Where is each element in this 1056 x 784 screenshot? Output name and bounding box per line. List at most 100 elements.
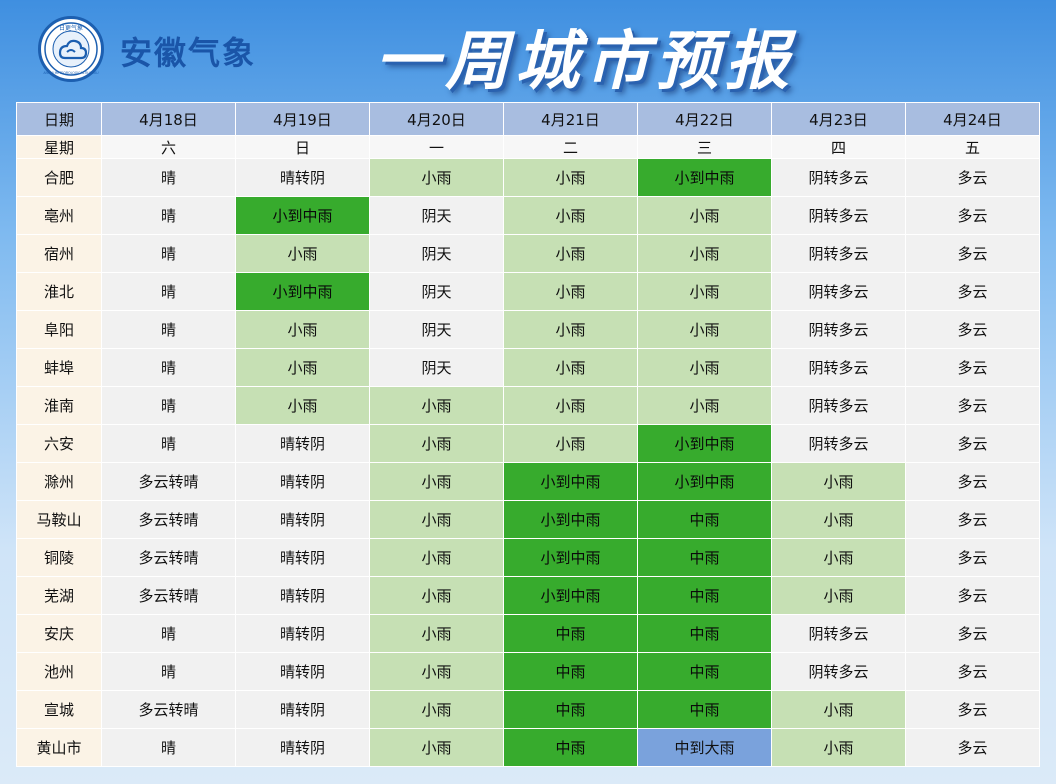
forecast-cell: 晴 [101,310,236,349]
table-row: 宿州晴小雨 阴天 小雨 小雨 阴转多云 多云 [16,234,1040,273]
forecast-cell: 阴转多云 [771,196,906,235]
city-name: 黄山市 [16,728,102,767]
forecast-cell: 小雨 [369,652,504,691]
forecast-cell: 小雨 [369,500,504,539]
forecast-cell: 晴 [101,158,236,197]
city-name: 蚌埠 [16,348,102,387]
forecast-cell: 小到中雨 [637,462,772,501]
forecast-cell: 多云 [905,652,1040,691]
forecast-cell: 小雨 [637,234,772,273]
city-name: 滁州 [16,462,102,501]
date-header: 4月24日 [905,102,1040,136]
table-row: 芜湖 多云转晴 晴转阴 小雨 小到中雨 中雨 小雨 多云 [16,576,1040,615]
bureau-logo: 日更气象 ANHUI METEOROLOGICAL BUREAU [38,16,104,82]
forecast-cell: 多云转晴 [101,576,236,615]
city-name: 阜阳 [16,310,102,349]
weekday-cell: 四 [771,135,906,159]
svg-text:日更气象: 日更气象 [59,24,83,32]
forecast-cell: 小到中雨 [637,158,772,197]
table-row: 铜陵 多云转晴 晴转阴 小雨 小到中雨 中雨 小雨 多云 [16,538,1040,577]
table-row: 安庆晴晴转阴 小雨 中雨 中雨 阴转多云 多云 [16,614,1040,653]
forecast-cell: 阴转多云 [771,158,906,197]
forecast-cell: 小雨 [503,310,638,349]
forecast-cell: 多云 [905,196,1040,235]
forecast-cell: 多云 [905,424,1040,463]
forecast-cell: 中雨 [637,538,772,577]
forecast-cell: 阴转多云 [771,348,906,387]
city-name: 六安 [16,424,102,463]
cloud-emblem-icon: 日更气象 ANHUI METEOROLOGICAL BUREAU [43,22,99,76]
forecast-cell: 小雨 [503,272,638,311]
forecast-cell: 中雨 [637,652,772,691]
forecast-cell: 多云转晴 [101,538,236,577]
forecast-cell: 晴 [101,728,236,767]
forecast-cell: 晴转阴 [235,614,370,653]
forecast-cell: 小雨 [637,196,772,235]
forecast-cell: 多云 [905,158,1040,197]
city-name: 宣城 [16,690,102,729]
forecast-cell: 阴转多云 [771,424,906,463]
forecast-cell: 小雨 [637,310,772,349]
city-name: 芜湖 [16,576,102,615]
table-row: 六安晴晴转阴 小雨 小雨 小到中雨 阴转多云 多云 [16,424,1040,463]
forecast-cell: 小雨 [771,690,906,729]
forecast-cell: 晴转阴 [235,576,370,615]
table-row: 淮南晴小雨 小雨 小雨 小雨 阴转多云 多云 [16,386,1040,425]
forecast-cell: 小到中雨 [637,424,772,463]
weekday-cell: 一 [369,135,504,159]
forecast-cell: 晴 [101,196,236,235]
forecast-cell: 多云 [905,614,1040,653]
forecast-cell: 小雨 [369,538,504,577]
forecast-cell: 晴 [101,652,236,691]
org-name: 安徽气象 [120,34,257,72]
forecast-cell: 小雨 [369,462,504,501]
forecast-cell: 中雨 [503,728,638,767]
forecast-cell: 中雨 [637,500,772,539]
forecast-cell: 阴转多云 [771,234,906,273]
table-row: 合肥晴晴转阴 小雨 小雨 小到中雨 阴转多云 多云 [16,158,1040,197]
forecast-cell: 阴转多云 [771,386,906,425]
date-header-row: 日期 4月18日 4月19日 4月20日 4月21日 4月22日 4月23日 4… [16,102,1040,136]
forecast-cell: 小雨 [771,462,906,501]
forecast-cell: 晴 [101,424,236,463]
table-row: 亳州晴小到中雨 阴天 小雨 小雨 阴转多云 多云 [16,196,1040,235]
forecast-cell: 晴 [101,348,236,387]
weekday-cell: 二 [503,135,638,159]
forecast-cell: 中雨 [503,652,638,691]
forecast-cell: 小雨 [503,424,638,463]
forecast-cell: 小雨 [503,234,638,273]
forecast-cell: 小雨 [771,500,906,539]
forecast-cell: 晴转阴 [235,652,370,691]
table-row: 阜阳晴小雨 阴天 小雨 小雨 阴转多云 多云 [16,310,1040,349]
week-label: 星期 [16,135,102,159]
date-header: 4月21日 [503,102,638,136]
city-name: 池州 [16,652,102,691]
forecast-cell: 多云 [905,348,1040,387]
forecast-cell: 小雨 [771,576,906,615]
forecast-cell: 晴转阴 [235,538,370,577]
forecast-cell: 阴天 [369,196,504,235]
forecast-cell: 阴天 [369,348,504,387]
forecast-cell: 多云 [905,462,1040,501]
forecast-cell: 多云转晴 [101,690,236,729]
forecast-cell: 晴 [101,272,236,311]
forecast-cell: 小雨 [369,690,504,729]
forecast-cell: 小雨 [771,728,906,767]
forecast-cell: 晴转阴 [235,690,370,729]
forecast-cell: 多云转晴 [101,462,236,501]
table-row: 宣城 多云转晴 晴转阴 小雨 中雨 中雨 小雨 多云 [16,690,1040,729]
city-name: 马鞍山 [16,500,102,539]
date-label: 日期 [16,102,102,136]
weekday-cell: 三 [637,135,772,159]
forecast-cell: 小雨 [369,576,504,615]
weekday-cell: 日 [235,135,370,159]
forecast-cell: 中雨 [503,690,638,729]
forecast-cell: 小到中雨 [235,272,370,311]
table-row: 池州晴晴转阴 小雨 中雨 中雨 阴转多云 多云 [16,652,1040,691]
date-header: 4月23日 [771,102,906,136]
header: 日更气象 ANHUI METEOROLOGICAL BUREAU 安徽气象 一周… [0,0,1056,100]
forecast-cell: 晴转阴 [235,462,370,501]
forecast-cell: 中雨 [503,614,638,653]
forecast-cell: 阴转多云 [771,614,906,653]
forecast-cell: 小到中雨 [503,500,638,539]
